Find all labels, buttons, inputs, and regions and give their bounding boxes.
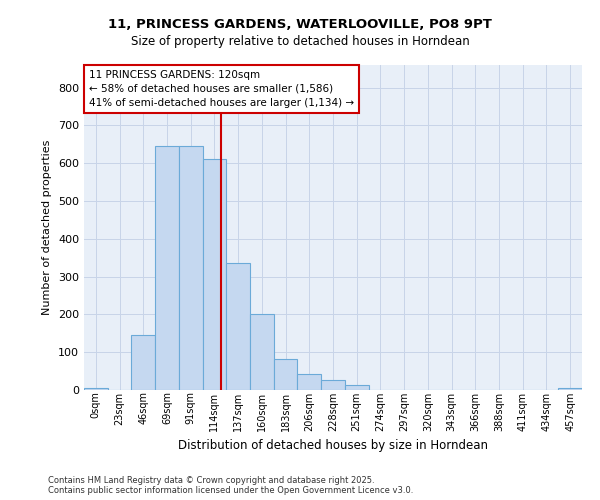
Bar [345,386,368,390]
Bar [155,146,179,390]
Text: 11 PRINCESS GARDENS: 120sqm
← 58% of detached houses are smaller (1,586)
41% of : 11 PRINCESS GARDENS: 120sqm ← 58% of det… [89,70,354,108]
Bar [226,264,250,390]
Text: Size of property relative to detached houses in Horndean: Size of property relative to detached ho… [131,35,469,48]
Bar [321,380,345,390]
Bar [274,358,298,390]
X-axis label: Distribution of detached houses by size in Horndean: Distribution of detached houses by size … [178,439,488,452]
Bar [179,146,203,390]
Bar [298,374,321,390]
Y-axis label: Number of detached properties: Number of detached properties [43,140,52,315]
Text: 11, PRINCESS GARDENS, WATERLOOVILLE, PO8 9PT: 11, PRINCESS GARDENS, WATERLOOVILLE, PO8… [108,18,492,30]
Bar [131,335,155,390]
Bar [558,388,582,390]
Bar [84,388,108,390]
Bar [250,314,274,390]
Bar [203,160,226,390]
Text: Contains HM Land Registry data © Crown copyright and database right 2025.
Contai: Contains HM Land Registry data © Crown c… [48,476,413,495]
